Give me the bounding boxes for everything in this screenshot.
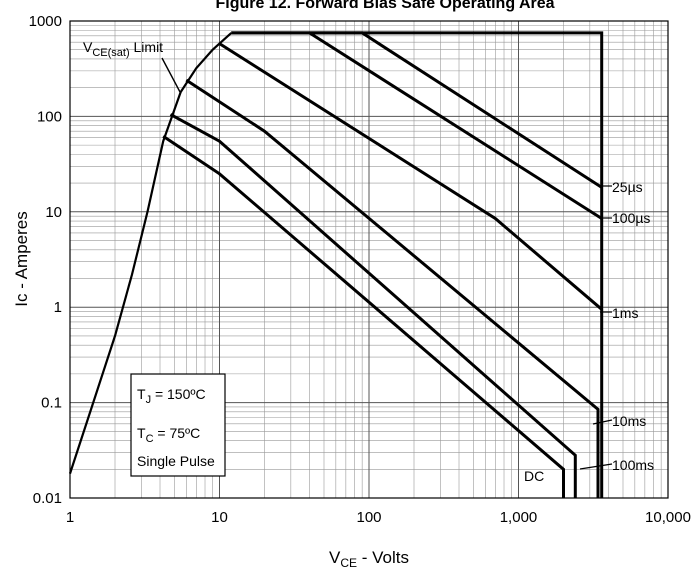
- chart-title: Figure 12. Forward Bias Safe Operating A…: [215, 0, 554, 12]
- label-1ms: 1ms: [612, 305, 638, 321]
- label-100us: 100µs: [612, 210, 650, 226]
- y-tick-label: 1: [54, 299, 62, 316]
- y-tick-label: 1000: [29, 13, 62, 30]
- leader-100ms: [579, 463, 613, 470]
- series-25-s: [231, 31, 603, 189]
- x-tick-label: 10: [211, 509, 228, 526]
- x-tick-label: 1: [66, 509, 74, 526]
- tc-condition: TC = 75ºC: [137, 425, 200, 445]
- x-tick-label: 1,000: [500, 509, 538, 526]
- x-tick-labels: 1 10 100 1,000 10,000: [66, 509, 691, 526]
- label-100ms: 100ms: [612, 457, 654, 473]
- vce-sat-leader: [161, 57, 181, 93]
- series-1ms: [218, 42, 603, 311]
- leader-10ms: [592, 419, 613, 425]
- x-tick-label: 100: [356, 509, 381, 526]
- label-dc: DC: [524, 468, 544, 484]
- series-lines: [68, 31, 604, 498]
- label-25us: 25µs: [612, 179, 643, 195]
- series-boundary: [231, 31, 604, 498]
- series-100ms: [169, 113, 577, 498]
- x-tick-label: 10,000: [645, 509, 691, 526]
- y-tick-label: 100: [37, 108, 62, 125]
- series-100-s: [308, 31, 603, 220]
- y-tick-label: 10: [45, 204, 62, 221]
- tj-condition: TJ = 150ºC: [137, 386, 206, 406]
- y-axis-label: Ic - Amperes: [12, 211, 31, 306]
- pulse-condition: Single Pulse: [137, 453, 215, 469]
- plot-frame: [69, 20, 669, 499]
- series-10ms: [185, 78, 600, 498]
- vce-sat-limit-label: VCE(sat) Limit: [83, 39, 163, 59]
- x-axis-label: VCE - Volts: [329, 548, 409, 570]
- label-10ms: 10ms: [612, 413, 646, 429]
- y-tick-label: 0.01: [33, 490, 62, 507]
- y-tick-labels: 0.01 0.1 1 10 100 1000: [29, 13, 62, 507]
- y-tick-label: 0.1: [41, 395, 62, 412]
- series-dc: [162, 134, 565, 498]
- series-vce-sat-limit: [68, 32, 233, 474]
- conditions-box: [130, 373, 226, 477]
